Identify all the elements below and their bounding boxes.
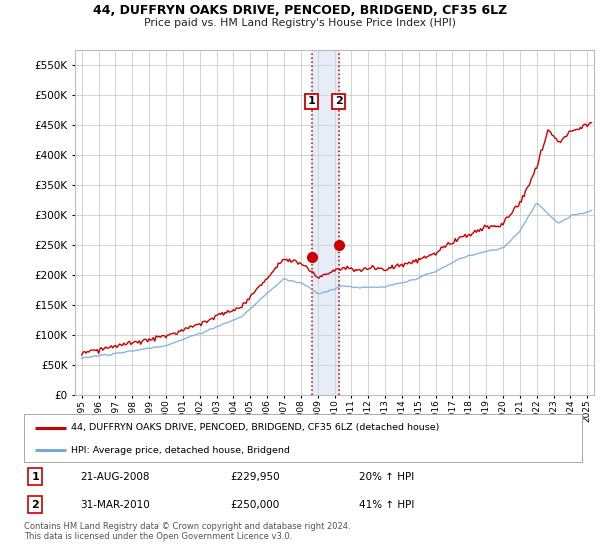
Text: Contains HM Land Registry data © Crown copyright and database right 2024.
This d: Contains HM Land Registry data © Crown c… bbox=[24, 522, 350, 542]
Text: HPI: Average price, detached house, Bridgend: HPI: Average price, detached house, Brid… bbox=[71, 446, 290, 455]
Text: 44, DUFFRYN OAKS DRIVE, PENCOED, BRIDGEND, CF35 6LZ (detached house): 44, DUFFRYN OAKS DRIVE, PENCOED, BRIDGEN… bbox=[71, 423, 440, 432]
Text: 20% ↑ HPI: 20% ↑ HPI bbox=[359, 472, 414, 482]
Text: 31-MAR-2010: 31-MAR-2010 bbox=[80, 500, 149, 510]
Text: 1: 1 bbox=[308, 96, 316, 106]
Text: 44, DUFFRYN OAKS DRIVE, PENCOED, BRIDGEND, CF35 6LZ: 44, DUFFRYN OAKS DRIVE, PENCOED, BRIDGEN… bbox=[93, 4, 507, 17]
Bar bbox=[311, 50, 339, 395]
Text: £250,000: £250,000 bbox=[230, 500, 280, 510]
Text: Price paid vs. HM Land Registry's House Price Index (HPI): Price paid vs. HM Land Registry's House … bbox=[144, 18, 456, 28]
Text: 21-AUG-2008: 21-AUG-2008 bbox=[80, 472, 149, 482]
Text: 1: 1 bbox=[31, 472, 39, 482]
Text: 2: 2 bbox=[335, 96, 343, 106]
Text: £229,950: £229,950 bbox=[230, 472, 280, 482]
Text: 2: 2 bbox=[31, 500, 39, 510]
Text: 41% ↑ HPI: 41% ↑ HPI bbox=[359, 500, 414, 510]
